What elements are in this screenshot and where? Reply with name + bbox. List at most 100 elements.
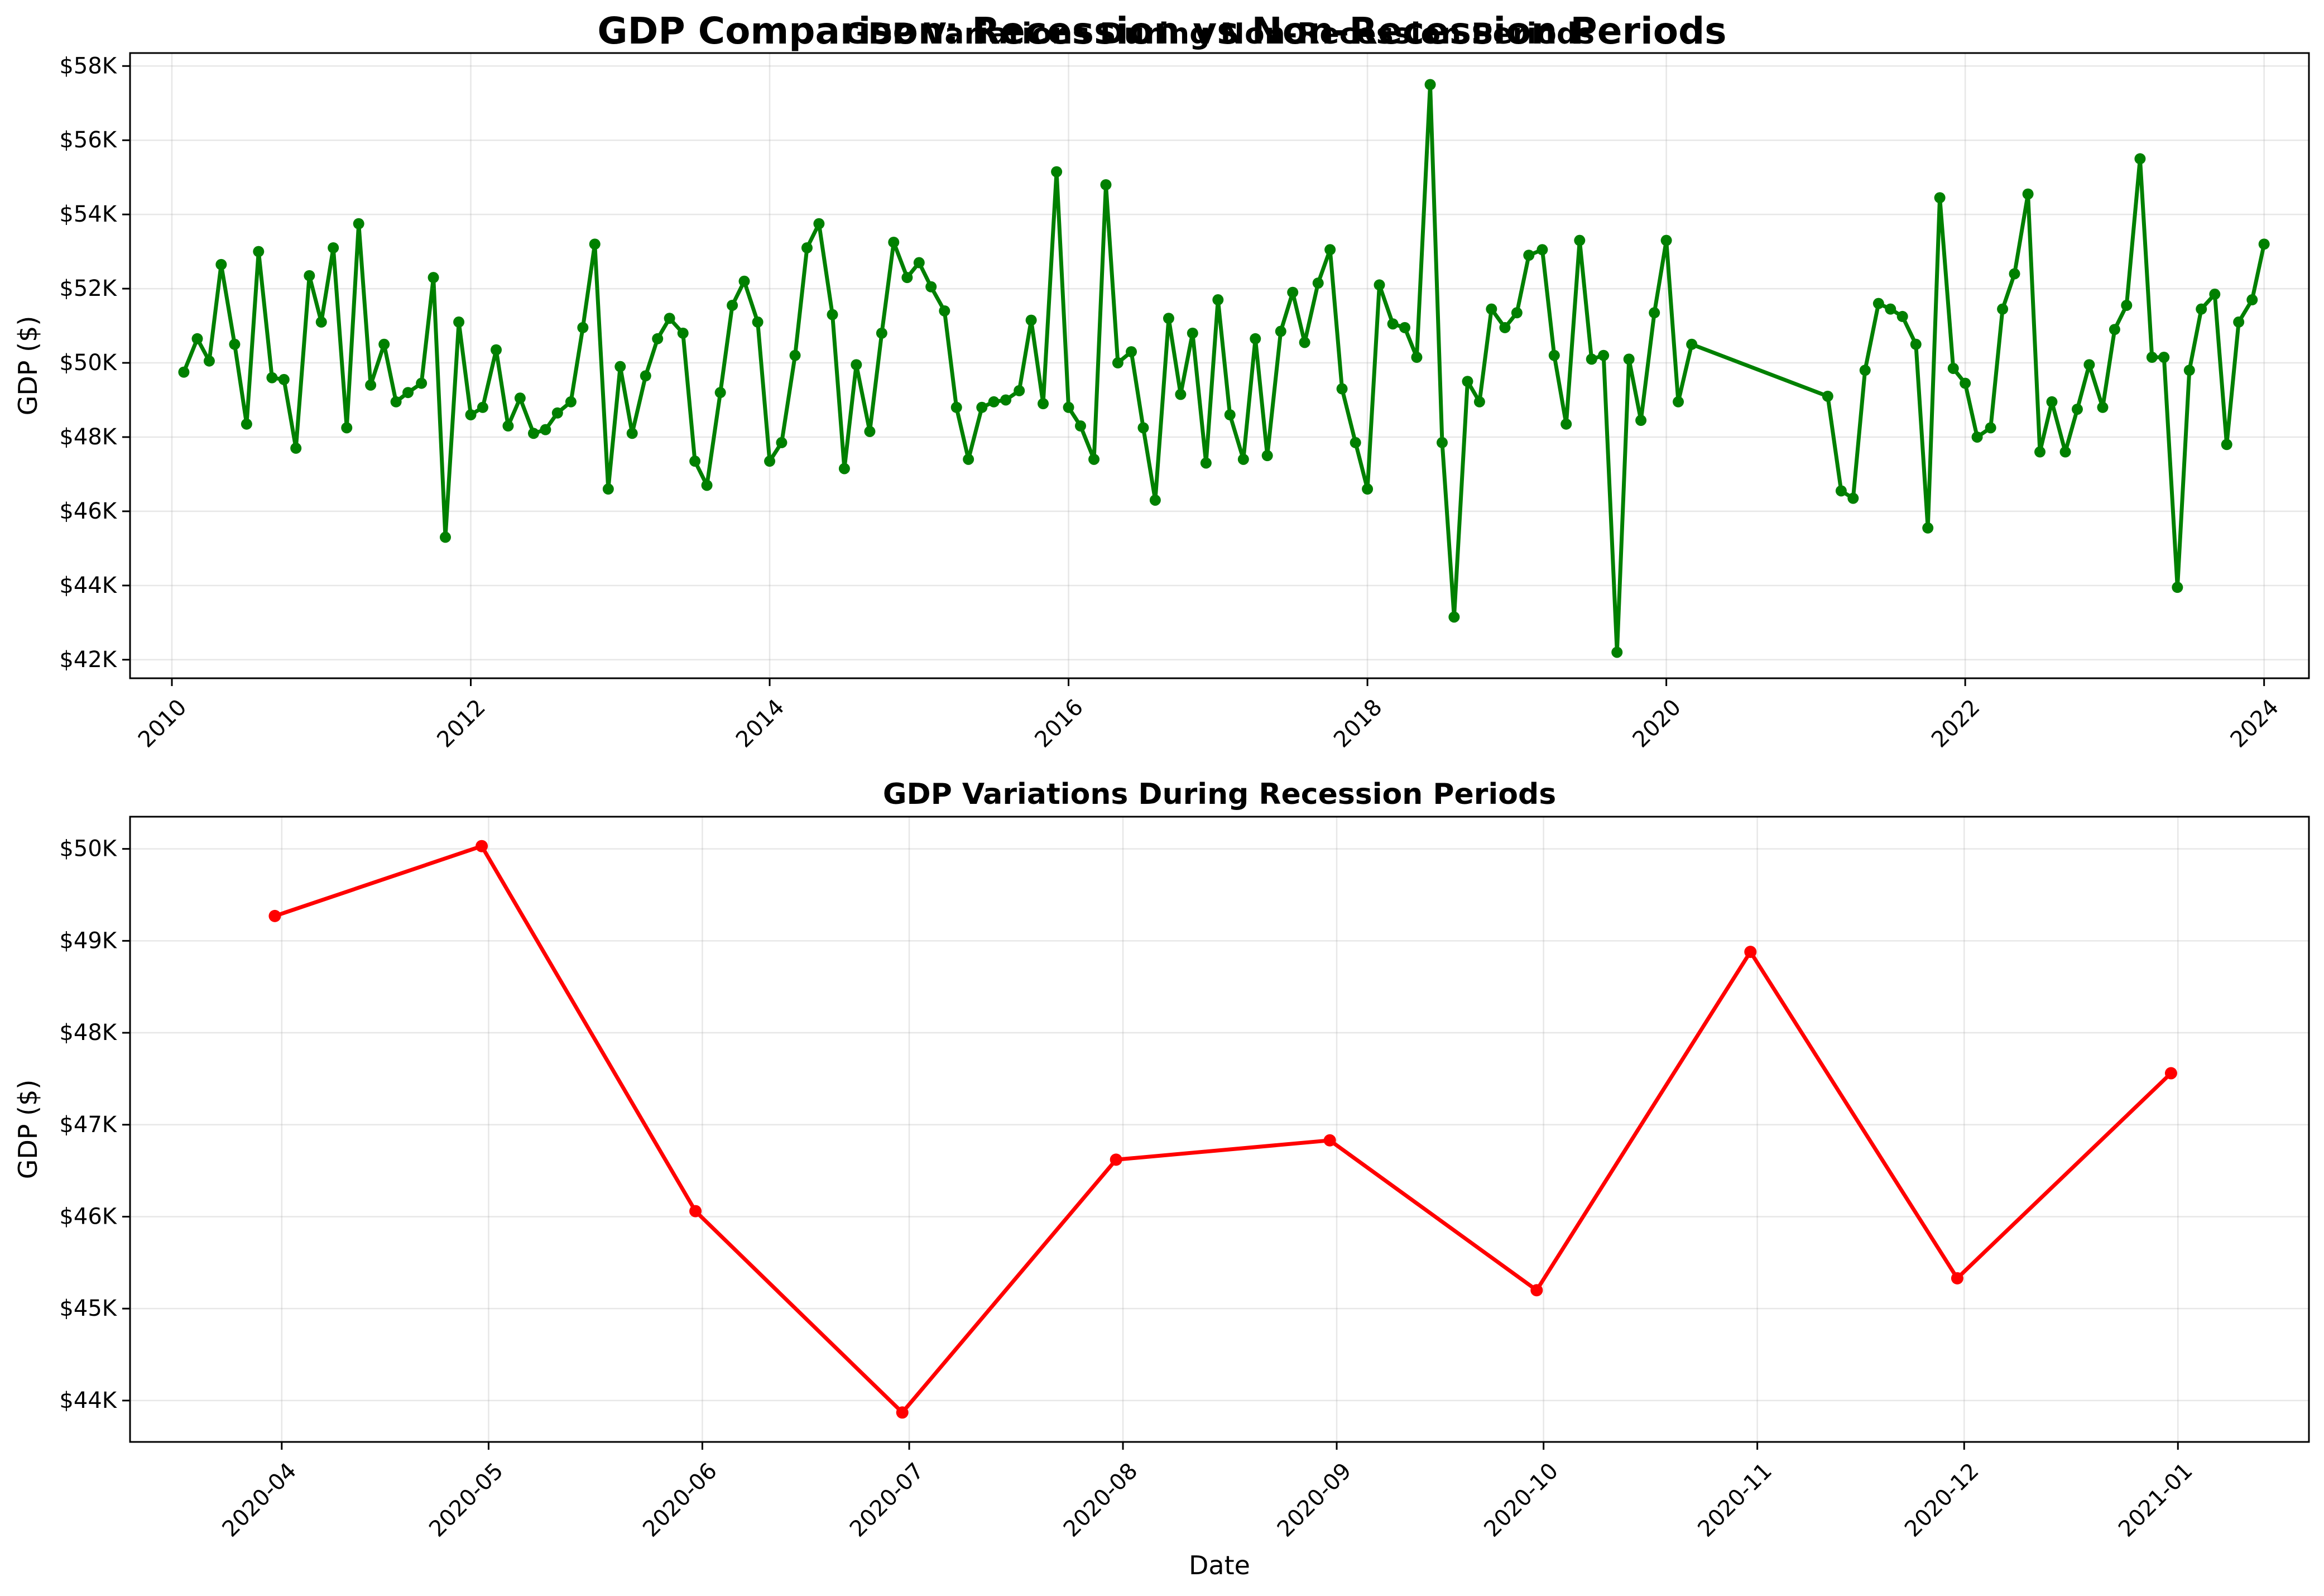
data-point [341, 422, 353, 434]
data-point [514, 392, 526, 404]
data-point [1350, 437, 1361, 448]
data-point [1250, 333, 1261, 344]
y-tick-label: $50K [59, 350, 117, 376]
data-point [402, 387, 414, 399]
data-point [614, 361, 626, 372]
data-point [664, 313, 675, 324]
data-point [1822, 390, 1833, 402]
data-point [888, 236, 900, 248]
data-point [939, 305, 950, 317]
data-point [2209, 289, 2221, 300]
y-tick-label: $58K [59, 53, 117, 79]
data-point [203, 355, 215, 367]
y-tick-label: $48K [59, 424, 117, 450]
chart-panel-1: 2010 2012 2014 2016 2018 2020 2022 2024 $42K $44K… [13, 17, 2310, 753]
data-point [764, 456, 776, 467]
data-point [1673, 396, 1684, 408]
y-tick-label: $42K [59, 647, 117, 673]
data-point [801, 242, 813, 253]
data-point [1598, 349, 1610, 361]
data-point [1486, 303, 1497, 315]
data-point [2121, 299, 2133, 311]
data-point [2071, 404, 2083, 415]
data-point [2034, 446, 2046, 458]
data-point [2022, 188, 2034, 200]
data-point [1548, 349, 1560, 361]
data-point [701, 480, 713, 491]
data-point [976, 401, 988, 413]
data-point [1175, 389, 1187, 400]
data-point [876, 327, 887, 339]
x-tick-label: 2020-10 [1479, 1458, 1563, 1542]
data-point [727, 299, 738, 311]
data-point [1872, 298, 1884, 309]
data-point [1885, 303, 1896, 315]
data-point [901, 272, 913, 284]
data-point [1100, 179, 1112, 190]
x-tick-label: 2022 [1927, 694, 1985, 753]
data-point [1560, 418, 1572, 430]
data-point [589, 238, 601, 250]
data-point [378, 338, 390, 350]
data-point [689, 456, 701, 467]
data-point [2246, 294, 2258, 306]
data-point [1997, 303, 2009, 315]
data-point [1499, 322, 1511, 333]
data-point [1473, 396, 1485, 408]
data-point [1985, 422, 1996, 434]
data-point [1859, 365, 1871, 376]
data-point [278, 373, 290, 385]
data-point [1649, 307, 1660, 319]
data-point [626, 428, 638, 439]
data-point [1323, 1134, 1336, 1147]
data-point [1635, 415, 1647, 426]
data-point [2059, 446, 2071, 458]
x-tick-label: 2020-08 [1059, 1458, 1143, 1542]
data-point [266, 372, 278, 384]
data-point [2158, 352, 2170, 363]
data-point [1960, 377, 1971, 389]
x-tick-label: 2016 [1030, 694, 1088, 753]
chart-title: GDP Variations During Non-Recession Peri… [844, 17, 1595, 51]
data-point [390, 396, 402, 408]
data-point [752, 316, 764, 328]
data-point [1951, 1272, 1963, 1285]
y-tick-label: $54K [59, 202, 117, 227]
data-point [2109, 324, 2120, 336]
data-point [652, 333, 664, 344]
data-point [925, 281, 937, 293]
y-tick-label: $56K [59, 127, 117, 153]
data-point [1224, 409, 1236, 421]
data-point [1623, 353, 1635, 365]
data-point [1025, 314, 1037, 326]
data-point [677, 327, 689, 339]
data-point [465, 409, 477, 421]
data-point [950, 401, 962, 413]
x-tick-label: 2021-01 [2114, 1458, 2198, 1542]
data-point [1387, 318, 1399, 330]
data-point [2233, 316, 2245, 328]
data-point [527, 428, 539, 439]
data-point [1462, 376, 1473, 387]
data-point [1275, 325, 1286, 337]
data-point [577, 322, 589, 333]
data-point [304, 270, 315, 281]
x-tick-label: 2020-12 [1900, 1458, 1984, 1542]
y-tick-label: $45K [59, 1296, 117, 1321]
data-point [896, 1406, 909, 1419]
data-point [1074, 420, 1086, 432]
x-tick-label: 2024 [2226, 694, 2284, 753]
y-tick-label: $49K [59, 928, 117, 953]
data-point [453, 316, 465, 328]
x-tick-label: 2010 [133, 694, 192, 753]
data-point [229, 338, 241, 350]
data-point [776, 437, 788, 448]
data-point [2146, 352, 2158, 363]
data-point [1163, 313, 1174, 324]
data-point [1299, 337, 1310, 348]
x-tick-label: 2020-11 [1693, 1458, 1777, 1542]
data-point [813, 218, 825, 229]
data-point [476, 840, 488, 852]
data-point [738, 275, 750, 287]
chart-panel-2: 2020-04 2020-05 2020-06 2020-07 2020-08 2020-… [13, 778, 2310, 1580]
